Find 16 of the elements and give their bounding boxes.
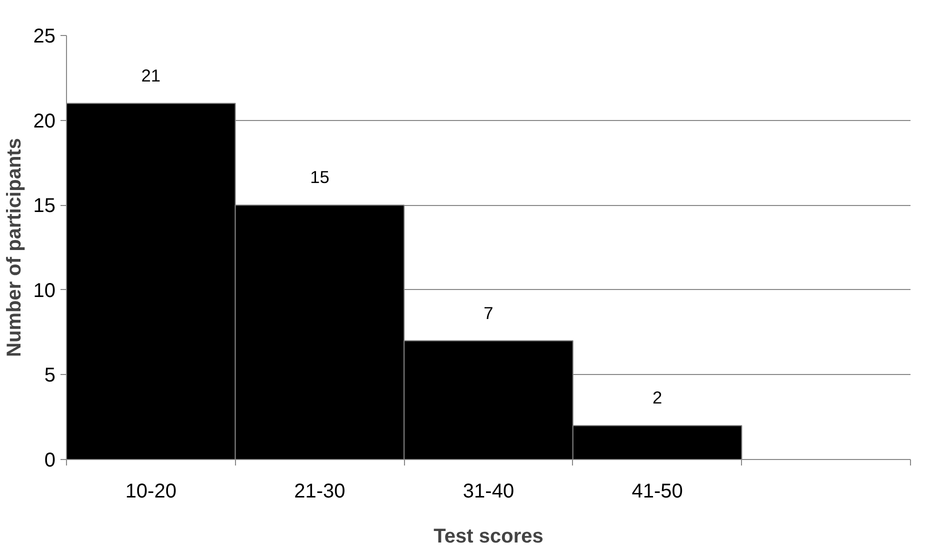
y-tick-label: 25 [33, 26, 56, 48]
data-label: 2 [652, 388, 662, 408]
x-tick-label: 10-20 [125, 480, 176, 502]
y-tick-label: 15 [33, 195, 56, 218]
x-tick-label: 41-50 [632, 480, 683, 502]
y-tick-label: 20 [33, 110, 56, 132]
data-label: 15 [310, 167, 330, 188]
data-label: 7 [484, 302, 494, 323]
x-tick-label: 31-40 [462, 480, 514, 502]
x-tick-label: 21-30 [294, 480, 346, 502]
y-tick-label: 5 [44, 364, 56, 387]
y-tick-label: 10 [33, 280, 56, 302]
x-axis-title: Test scores [434, 526, 544, 548]
data-label: 21 [141, 65, 161, 86]
y-axis-title: Number of participants [3, 138, 26, 357]
y-tick-label: 0 [44, 450, 56, 472]
